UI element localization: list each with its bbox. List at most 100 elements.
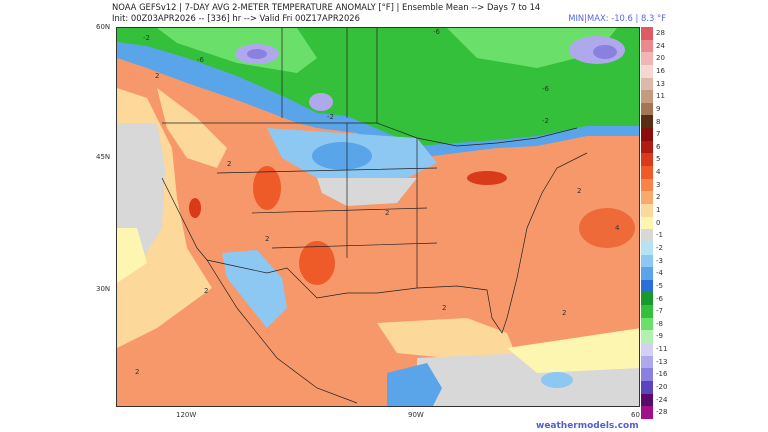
contour-label: 2: [577, 187, 581, 195]
colorbar-swatch: [641, 229, 653, 242]
colorbar-swatch: [641, 102, 653, 116]
contour-label: 2: [265, 235, 269, 243]
colorbar-swatch: [641, 406, 653, 419]
lat-label-30n: 30N: [96, 285, 111, 293]
colorbar-label: 5: [656, 155, 661, 164]
colorbar-label: -4: [656, 269, 663, 278]
colorbar-swatch: [641, 128, 653, 141]
canada-province-lines: [281, 28, 378, 123]
colorbar-swatch: [641, 166, 653, 179]
temperature-anomaly-map: -2 -6 -6 -2 -2 -6 2 2 2 2 2 4 2 2 2 2: [116, 27, 640, 407]
colorbar-label: 16: [656, 66, 665, 75]
colorbar-swatch: [641, 305, 653, 318]
colorbar-swatch: [641, 355, 653, 369]
contour-label: 2: [562, 309, 566, 317]
field-warm-core-atlantic: [579, 208, 635, 248]
us-state-lines: [216, 123, 438, 288]
colorbar-label: 20: [656, 54, 665, 63]
colorbar-swatch: [641, 90, 653, 103]
lat-label-45n: 45N: [96, 153, 111, 161]
field-plains-neutral: [317, 178, 417, 206]
min-max-readout: MIN|MAX: -10.6 | 8.3 °F: [568, 13, 666, 23]
colorbar-swatch: [641, 279, 653, 293]
colorbar-swatch: [641, 115, 653, 129]
colorbar-label: -1: [656, 231, 663, 240]
field-warm-core-nevada: [189, 198, 201, 218]
mexico-pacific-coast: [206, 259, 358, 404]
colorbar-swatch: [641, 292, 653, 306]
field-dakotas-cool-core: [312, 142, 372, 170]
us-mexico-border: [161, 177, 377, 299]
colorbar-label: 0: [656, 218, 661, 227]
colorbar-label: 2: [656, 193, 661, 202]
colorbar-label: -7: [656, 307, 663, 316]
colorbar-label: -2: [656, 243, 663, 252]
colorbar-swatch: [641, 39, 653, 53]
colorbar-swatch: [641, 52, 653, 65]
credit-link[interactable]: weathermodels.com: [536, 421, 639, 431]
colorbar-label: 3: [656, 180, 661, 189]
colorbar-label: -28: [656, 408, 668, 417]
contour-label: -2: [542, 117, 549, 125]
colorbar-label: 9: [656, 104, 661, 113]
colorbar: [641, 27, 653, 419]
field-warm-core-southern-plains: [299, 241, 335, 285]
colorbar-swatch: [641, 64, 653, 78]
colorbar-swatch: [641, 178, 653, 192]
colorbar-swatch: [641, 343, 653, 356]
colorbar-label: 8: [656, 117, 661, 126]
us-coastline: [376, 152, 588, 334]
field-caribbean-yellow: [507, 328, 639, 373]
colorbar-label: -6: [656, 294, 663, 303]
field-cold-purple-core-east: [593, 45, 617, 59]
colorbar-swatch: [641, 216, 653, 230]
colorbar-label: -16: [656, 370, 668, 379]
anomaly-field: -2 -6 -6 -2 -2 -6 2 2 2 2 2 4 2 2 2 2: [117, 28, 639, 406]
colorbar-swatch: [641, 368, 653, 381]
colorbar-label: 1: [656, 206, 661, 215]
map-subtitle: Init: 00Z03APR2026 -- [336] hr --> Valid…: [112, 13, 360, 23]
field-warm-core-rockies: [253, 166, 281, 210]
colorbar-label: -11: [656, 345, 668, 354]
colorbar-label: 28: [656, 29, 665, 37]
colorbar-label: 24: [656, 41, 665, 50]
contour-label: 2: [385, 209, 389, 217]
lat-label-60n: 60N: [96, 23, 111, 31]
contour-label: 2: [227, 160, 231, 168]
lon-label-120w: 120W: [176, 411, 197, 419]
colorbar-label: 11: [656, 92, 665, 101]
colorbar-label: 7: [656, 130, 661, 139]
contour-label: 2: [135, 368, 139, 376]
contour-label: -2: [143, 34, 150, 42]
colorbar-swatch: [641, 77, 653, 91]
colorbar-label: -3: [656, 256, 663, 265]
field-cold-purple-2: [309, 93, 333, 111]
colorbar-swatch: [641, 254, 653, 268]
map-title: NOAA GEFSv12 | 7-DAY AVG 2-METER TEMPERA…: [112, 2, 541, 12]
colorbar-swatch: [641, 393, 653, 407]
colorbar-label: -5: [656, 281, 663, 290]
colorbar-swatch: [641, 153, 653, 167]
lon-label-90w: 90W: [408, 411, 424, 419]
contour-label: 2: [442, 304, 446, 312]
political-borders: [161, 28, 588, 404]
field-gulf-neutral: [377, 318, 517, 358]
colorbar-label: 13: [656, 79, 665, 88]
field-northwest-neutral: [157, 88, 227, 168]
colorbar-label: -13: [656, 357, 668, 366]
field-mexico-cool: [222, 250, 287, 328]
colorbar-swatch: [641, 203, 653, 217]
field-hispaniola-cool: [541, 372, 573, 388]
colorbar-label: 6: [656, 142, 661, 151]
colorbar-label: 4: [656, 168, 661, 177]
field-pacific-yellow: [117, 228, 147, 283]
colorbar-label: -8: [656, 319, 663, 328]
colorbar-swatch: [641, 380, 653, 394]
contour-label: 2: [155, 72, 159, 80]
field-warm-core-lake-erie: [467, 171, 507, 185]
colorbar-swatch: [641, 191, 653, 204]
contour-label: 2: [204, 287, 208, 295]
contour-label: -6: [197, 56, 205, 64]
colorbar-label: -20: [656, 383, 668, 392]
colorbar-swatch: [641, 140, 653, 154]
